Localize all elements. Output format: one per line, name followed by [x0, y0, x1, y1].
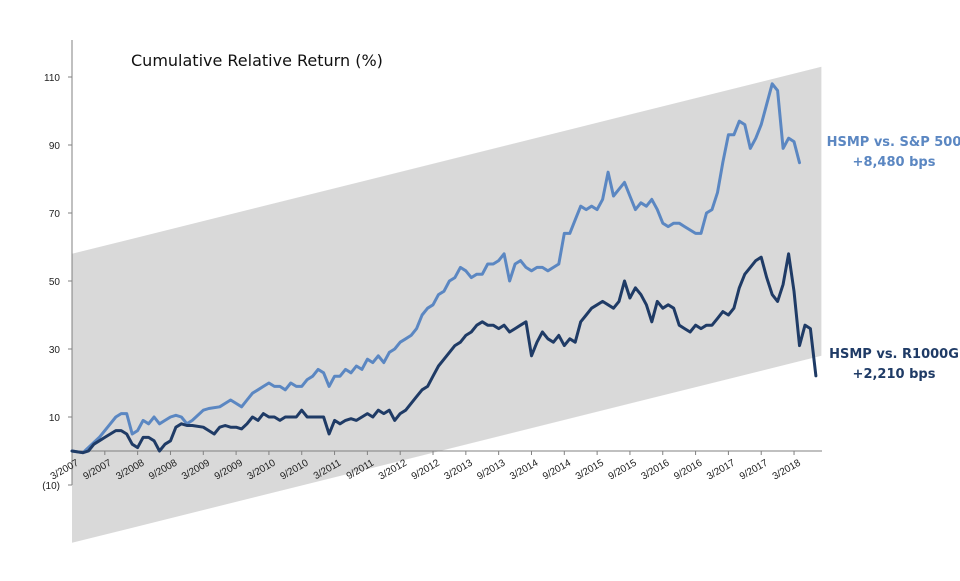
y-tick-label: 90 — [49, 141, 61, 152]
y-tick-label: 10 — [49, 413, 61, 424]
x-tick-label: 9/2012 — [410, 457, 442, 482]
y-tick-label: 70 — [49, 209, 61, 220]
annotation-r1000g-value: +2,210 bps — [852, 367, 936, 382]
x-tick-label: 9/2017 — [738, 457, 770, 482]
x-tick-label: 3/2018 — [771, 457, 803, 482]
x-tick-label: 3/2013 — [443, 457, 475, 482]
y-tick-label: 30 — [49, 345, 61, 356]
x-tick-label: 9/2015 — [607, 457, 639, 482]
trend-channel — [72, 66, 822, 543]
y-tick-label: (10) — [42, 481, 60, 492]
series-line-r1000g — [70, 252, 818, 455]
x-tick-label: 9/2013 — [475, 457, 507, 482]
series-layer — [70, 82, 818, 455]
annotation-r1000g: HSMP vs. R1000G +2,210 bps — [826, 345, 960, 385]
y-tick-label: 50 — [49, 277, 61, 288]
x-tick-label: 3/2017 — [705, 457, 737, 482]
x-tick-label: 3/2014 — [508, 457, 540, 482]
x-tick-label: 9/2016 — [672, 457, 704, 482]
x-tick-label: 3/2015 — [574, 457, 606, 482]
channel-layer — [72, 66, 822, 543]
annotation-sp500-name: HSMP vs. S&P 500 — [826, 135, 960, 150]
x-tick-label: 3/2016 — [639, 457, 671, 482]
y-tick-label: 110 — [44, 73, 60, 84]
x-tick-label: 9/2014 — [541, 457, 573, 482]
annotation-r1000g-name: HSMP vs. R1000G — [829, 347, 959, 362]
annotation-sp500-value: +8,480 bps — [852, 155, 936, 170]
chart-title: Cumulative Relative Return (%) — [131, 51, 383, 70]
annotation-sp500: HSMP vs. S&P 500 +8,480 bps — [826, 133, 960, 173]
series-line-sp500 — [70, 82, 801, 455]
